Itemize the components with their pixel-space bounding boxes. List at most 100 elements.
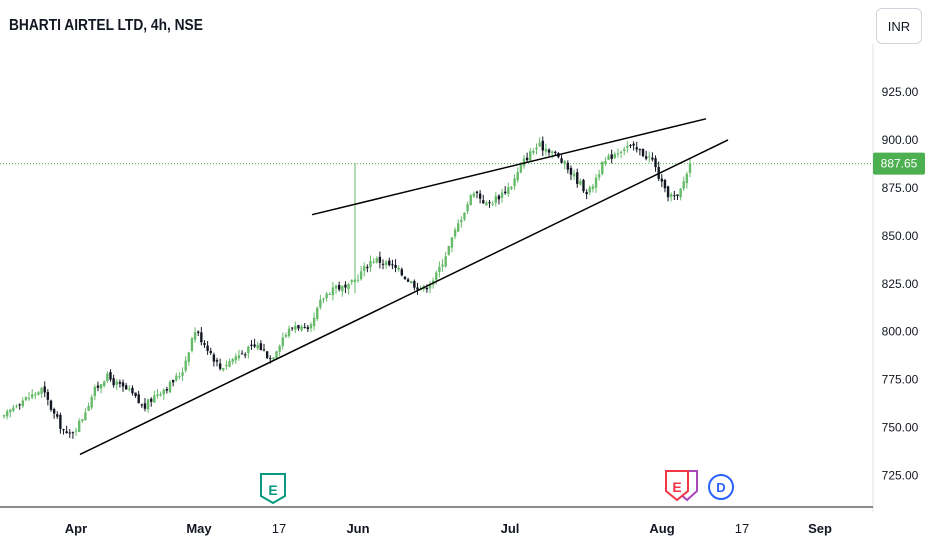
- candle: [87, 402, 90, 411]
- candle: [281, 332, 284, 350]
- candle: [403, 276, 407, 280]
- candle: [478, 190, 482, 204]
- time-tick-label: Apr: [65, 521, 87, 536]
- candle: [670, 192, 673, 202]
- price-tick-label: 925.00: [882, 85, 919, 99]
- candle: [128, 385, 131, 392]
- candles: [2, 136, 692, 439]
- candle: [685, 171, 689, 189]
- candle: [187, 351, 191, 366]
- candle: [482, 194, 485, 204]
- last-price-label: 887.65: [881, 157, 918, 171]
- candle: [507, 182, 510, 197]
- candle: [607, 153, 610, 160]
- trendlines[interactable]: [79, 118, 729, 456]
- candle: [657, 161, 660, 181]
- time-tick-label: Sep: [808, 521, 832, 536]
- candle: [597, 169, 601, 181]
- candle: [363, 262, 366, 277]
- candle: [118, 379, 122, 388]
- trendline-upper[interactable]: [311, 118, 707, 216]
- candle: [644, 150, 648, 161]
- candle: [388, 257, 391, 267]
- candle: [366, 264, 369, 273]
- candle: [150, 397, 153, 407]
- earnings-marker-aug[interactable]: E: [665, 470, 698, 502]
- candle: [369, 255, 372, 273]
- candle: [588, 185, 591, 196]
- candle: [68, 429, 71, 438]
- candle: [579, 178, 582, 186]
- candle: [287, 325, 291, 339]
- candle: [306, 324, 310, 333]
- candle: [663, 178, 667, 193]
- candle: [253, 338, 256, 349]
- candle: [46, 389, 50, 406]
- candle: [453, 227, 457, 240]
- candle: [43, 381, 46, 398]
- candle: [77, 418, 81, 433]
- candle: [341, 285, 344, 297]
- candle: [99, 383, 103, 394]
- candle: [328, 292, 331, 295]
- candle: [660, 174, 664, 188]
- price-tick-label: 850.00: [882, 229, 919, 243]
- candle: [469, 193, 472, 206]
- dividend-marker[interactable]: D: [708, 474, 734, 500]
- candle: [243, 352, 247, 359]
- candle: [197, 330, 200, 336]
- earnings-badge-icon: [665, 470, 689, 502]
- trendline-lower[interactable]: [79, 139, 729, 456]
- candle: [222, 367, 225, 372]
- earnings-marker-may[interactable]: E: [260, 473, 286, 505]
- time-axis[interactable]: Apr May 17 Jun Jul Aug 17 Sep: [65, 521, 832, 536]
- candle: [651, 152, 654, 162]
- time-tick-label: Jul: [501, 521, 520, 536]
- candle: [290, 327, 294, 331]
- earnings-letter: E: [672, 479, 681, 495]
- candle: [416, 282, 419, 295]
- price-axis[interactable]: 925.00 900.00 875.00 850.00 825.00 800.00 775.…: [882, 85, 919, 483]
- candle: [397, 265, 400, 272]
- candle: [666, 185, 670, 202]
- price-tick-label: 900.00: [882, 133, 919, 147]
- candle: [378, 251, 382, 269]
- candle: [616, 148, 620, 158]
- candle: [654, 155, 657, 172]
- candle: [181, 367, 184, 381]
- dividend-letter: D: [716, 480, 725, 495]
- candle: [200, 327, 203, 346]
- candle: [156, 389, 159, 399]
- candle: [27, 392, 31, 401]
- candle: [5, 408, 9, 420]
- candle: [347, 282, 350, 295]
- candle: [131, 385, 134, 396]
- candle: [569, 165, 573, 181]
- candle: [297, 324, 300, 331]
- candle: [491, 200, 494, 207]
- candle: [143, 398, 147, 412]
- candle: [71, 431, 75, 439]
- candle: [325, 291, 328, 302]
- candle: [641, 148, 645, 158]
- candle: [184, 356, 187, 373]
- candle: [218, 358, 222, 371]
- candle: [447, 245, 451, 256]
- candle: [629, 144, 632, 149]
- dividend-badge-icon: [708, 474, 734, 500]
- time-tick-label: Aug: [649, 521, 674, 536]
- currency-selector[interactable]: INR: [876, 8, 922, 44]
- candle: [497, 194, 501, 205]
- candle: [12, 404, 15, 413]
- candle: [272, 357, 275, 360]
- candle: [619, 150, 623, 159]
- candle: [413, 279, 416, 291]
- candle: [610, 149, 613, 164]
- candle: [682, 176, 685, 191]
- candle: [259, 340, 263, 351]
- candle: [65, 425, 68, 434]
- candle: [394, 259, 397, 273]
- candle: [350, 279, 353, 286]
